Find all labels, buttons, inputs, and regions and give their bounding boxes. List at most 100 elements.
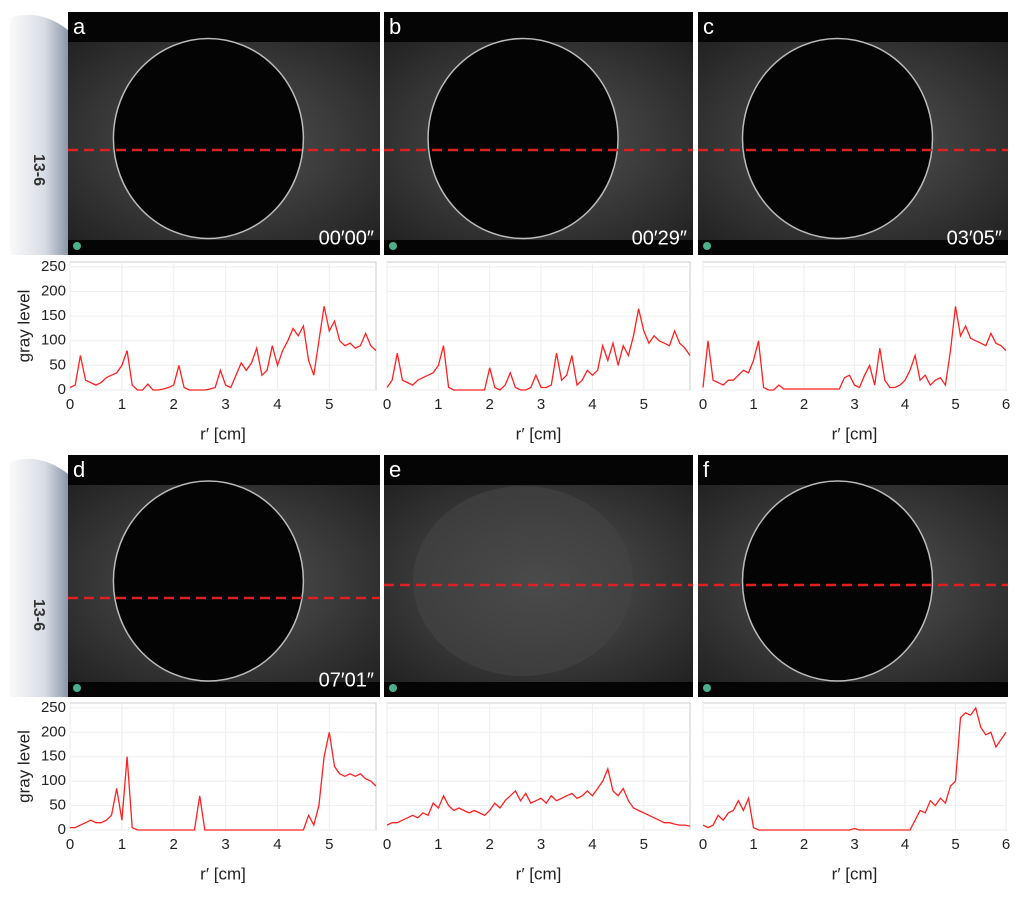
x-tick-label: 4 <box>588 836 596 853</box>
ultrasound-image: d 07′01″ <box>68 455 380 697</box>
x-tick-label: 5 <box>951 396 959 413</box>
profile-curve <box>70 732 377 831</box>
inclusion <box>112 37 305 240</box>
x-tick-label: 4 <box>588 396 596 413</box>
indicator-dot <box>73 684 81 692</box>
probe-label: 13-6 <box>30 154 47 186</box>
x-tick-label: 2 <box>170 396 178 413</box>
plot-frame <box>69 702 377 831</box>
profile-curve <box>702 306 1007 391</box>
y-tick-label: 100 <box>41 772 66 789</box>
y-axis-label: gray level <box>14 730 33 803</box>
panel-label: b <box>389 14 401 39</box>
y-tick-label: 100 <box>41 332 66 349</box>
x-tick-label: 3 <box>537 836 545 853</box>
x-tick-label: 1 <box>118 836 126 853</box>
x-axis-label: r′ [cm] <box>516 864 562 883</box>
x-tick-label: 0 <box>699 396 707 413</box>
x-tick-label: 3 <box>221 396 229 413</box>
x-tick-label: 3 <box>537 396 545 413</box>
x-tick-label: 5 <box>951 836 959 853</box>
inclusion <box>112 480 305 682</box>
indicator-dot <box>703 684 711 692</box>
x-tick-label: 2 <box>800 836 808 853</box>
x-tick-label: 4 <box>273 396 281 413</box>
panel-label: a <box>73 14 86 39</box>
x-tick-label: 1 <box>118 396 126 413</box>
y-tick-label: 0 <box>58 821 66 838</box>
x-tick-label: 0 <box>66 836 74 853</box>
inclusion <box>741 480 934 682</box>
panel-label: c <box>703 14 714 39</box>
x-tick-label: 1 <box>749 396 757 413</box>
x-tick-label: 2 <box>800 396 808 413</box>
probe-photo: 13-6 <box>10 458 68 697</box>
y-tick-label: 200 <box>41 723 66 740</box>
plot-frame <box>69 261 377 391</box>
ultrasound-image: a 00′00″ <box>68 12 380 255</box>
x-tick-label: 4 <box>273 836 281 853</box>
y-tick-label: 50 <box>49 356 66 373</box>
indicator-dot <box>703 242 711 250</box>
plot-frame <box>386 261 691 391</box>
x-tick-label: 5 <box>640 836 648 853</box>
y-tick-label: 50 <box>49 797 66 814</box>
indicator-dot <box>73 242 81 250</box>
y-tick-label: 150 <box>41 748 66 765</box>
y-axis-label: gray level <box>14 290 33 363</box>
y-tick-label: 150 <box>41 307 66 324</box>
panel-label: f <box>703 457 710 482</box>
ultrasound-image: f <box>698 455 1008 697</box>
timestamp: 00′00″ <box>319 227 374 249</box>
timestamp: 07′01″ <box>319 669 374 691</box>
x-tick-label: 1 <box>434 396 442 413</box>
indicator-dot <box>389 242 397 250</box>
x-tick-label: 3 <box>221 836 229 853</box>
ultrasound-image: e <box>384 455 693 697</box>
x-tick-label: 4 <box>901 836 909 853</box>
timestamp: 03′05″ <box>947 227 1002 249</box>
profile-curve <box>702 706 1007 831</box>
probe-label: 13-6 <box>30 599 47 631</box>
panel-label: d <box>73 457 85 482</box>
x-tick-label: 0 <box>383 396 391 413</box>
probe-photo: 13-6 <box>10 14 68 255</box>
ultrasound-image: b 00′29″ <box>384 12 693 255</box>
panel-label: e <box>389 457 401 482</box>
x-tick-label: 0 <box>699 836 707 853</box>
inclusion <box>413 486 634 676</box>
x-tick-label: 1 <box>749 836 757 853</box>
y-tick-label: 0 <box>58 381 66 398</box>
plot-frame <box>386 702 691 831</box>
x-tick-label: 3 <box>850 396 858 413</box>
x-tick-label: 2 <box>486 396 494 413</box>
x-tick-label: 2 <box>170 836 178 853</box>
indicator-dot <box>389 684 397 692</box>
profile-curve <box>69 306 377 391</box>
y-tick-label: 250 <box>41 699 66 716</box>
profile-curve <box>386 766 691 827</box>
x-axis-label: r′ [cm] <box>832 864 878 883</box>
x-axis-label: r′ [cm] <box>516 424 562 443</box>
x-tick-label: 6 <box>1002 396 1010 413</box>
y-tick-label: 200 <box>41 283 66 300</box>
x-axis-label: r′ [cm] <box>832 424 878 443</box>
x-tick-label: 6 <box>1002 836 1010 853</box>
x-tick-label: 5 <box>325 396 333 413</box>
x-tick-label: 5 <box>325 836 333 853</box>
x-tick-label: 5 <box>640 396 648 413</box>
x-tick-label: 4 <box>901 396 909 413</box>
ultrasound-image: c 03′05″ <box>698 12 1008 255</box>
inclusion <box>427 37 619 240</box>
x-axis-label: r′ [cm] <box>200 424 246 443</box>
timestamp: 00′29″ <box>632 227 687 249</box>
x-tick-label: 1 <box>434 836 442 853</box>
inclusion <box>741 37 934 240</box>
x-tick-label: 0 <box>383 836 391 853</box>
x-axis-label: r′ [cm] <box>200 864 246 883</box>
x-tick-label: 0 <box>66 396 74 413</box>
y-tick-label: 250 <box>41 258 66 275</box>
x-tick-label: 3 <box>850 836 858 853</box>
profile-curve <box>386 308 691 391</box>
